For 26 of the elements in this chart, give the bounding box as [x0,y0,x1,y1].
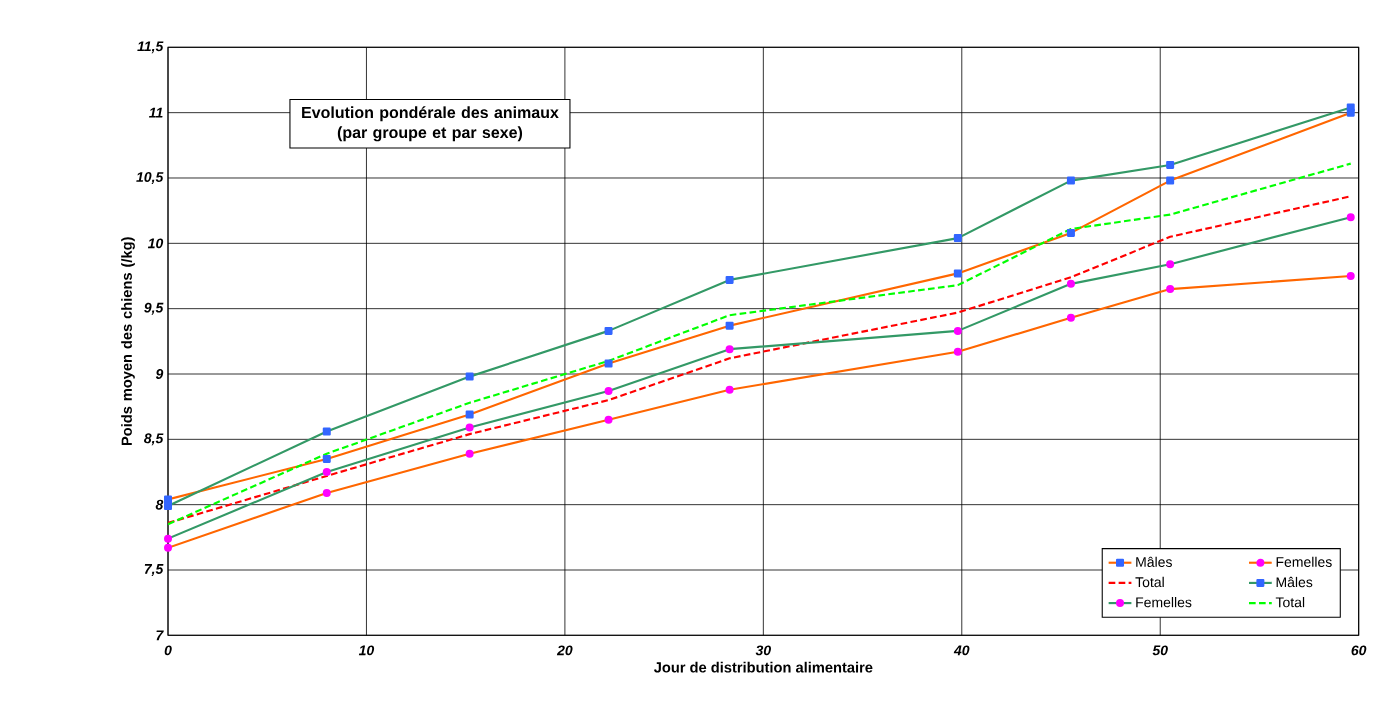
legend-label: Mâles [1136,556,1172,567]
y-tick-label: 9 [155,369,164,379]
legend-label: Mâles [1276,576,1313,588]
legend-label: Total [1275,597,1305,608]
y-axis-title: Poids moyen des chiens (/kg) [121,237,135,446]
y-tick-label: 7 [156,630,164,641]
legend-label: Femelles [1136,597,1192,608]
y-tick-label: 8,5 [144,433,164,446]
x-tick-label: 50 [1152,645,1168,656]
x-tick-label: 10 [358,645,375,656]
x-tick-label: 30 [755,645,771,656]
y-tick-label: 9,5 [144,302,164,315]
x-tick-label: 40 [953,645,970,656]
y-tick-label: 11 [148,107,163,118]
x-tick-label: 20 [556,645,573,656]
y-tick-label: 8 [155,499,164,510]
x-axis-title: Jour de distribution alimentaire [653,661,873,673]
y-tick-label: 10 [147,238,164,249]
x-tick-label: 60 [1351,645,1367,656]
y-tick-label: 10,5 [136,172,164,184]
x-tick-label: 0 [164,645,172,656]
text: Evolution pondérale des animaux (par groupe et par sexe) [302,106,559,142]
legend-label: Total [1135,576,1164,588]
y-tick-label: 7,5 [144,564,164,576]
legend-label: Femelles [1276,556,1332,567]
y-tick-label: 11,5 [137,41,164,54]
